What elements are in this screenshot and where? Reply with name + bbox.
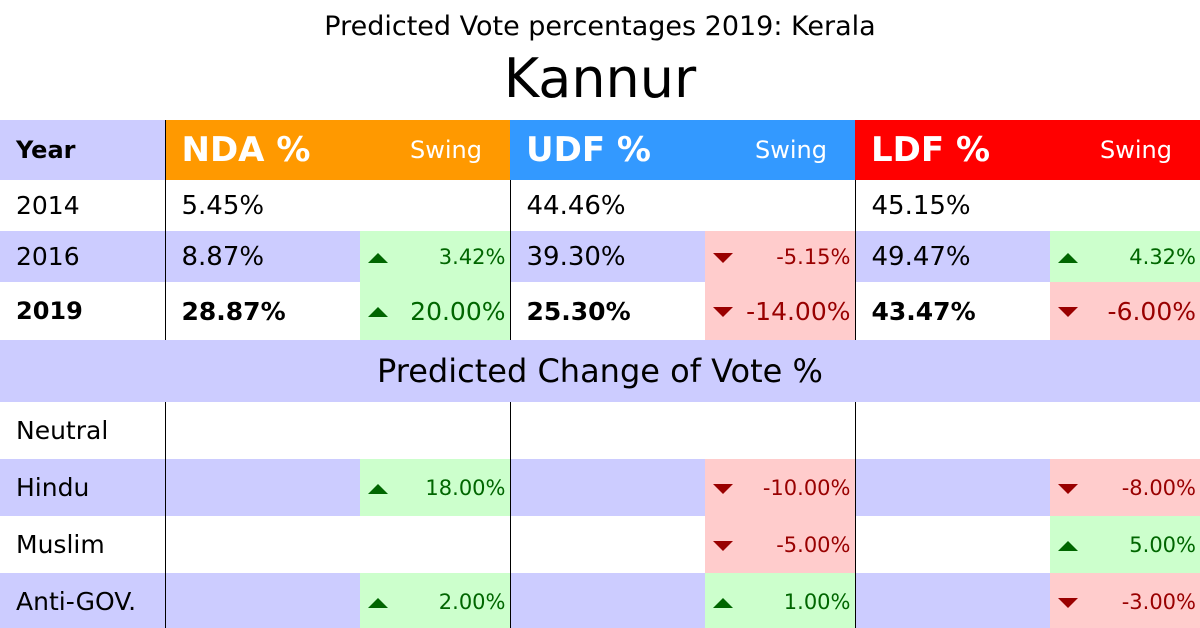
empty-cell [509, 402, 705, 459]
triangle-down-icon [713, 252, 733, 263]
empty-cell [360, 516, 510, 573]
swing-value: 18.00% [425, 475, 506, 500]
empty-cell [164, 573, 360, 628]
swing-value: -6.00% [1107, 296, 1196, 326]
swing-down-cell: -3.00% [1050, 573, 1200, 628]
swing-value: 20.00% [410, 296, 506, 326]
swing-up-cell: 20.00% [360, 282, 510, 340]
nda-header: NDA % [164, 120, 360, 180]
triangle-up-icon [368, 483, 388, 494]
year-cell: 2019 [16, 297, 83, 325]
swing-value: -14.00% [746, 296, 851, 326]
ldf-header: LDF % [855, 120, 1050, 180]
swing-value: 1.00% [783, 589, 851, 614]
year-header: Year [0, 120, 165, 180]
swing-value: -5.00% [776, 532, 851, 557]
nda-value: 8.87% [164, 231, 360, 282]
triangle-down-icon [1058, 597, 1078, 608]
year-cell: 2016 [0, 231, 165, 282]
empty-cell [1050, 180, 1200, 231]
swing-value: 3.42% [438, 244, 506, 269]
empty-cell [360, 180, 510, 231]
triangle-down-icon [713, 540, 733, 551]
udf-value: 25.30% [509, 282, 705, 340]
swing-up-cell: 5.00% [1050, 516, 1200, 573]
group-label: Hindu [0, 459, 165, 516]
empty-cell [360, 402, 510, 459]
empty-cell [509, 573, 705, 628]
swing-value: -10.00% [762, 475, 851, 500]
empty-cell [705, 180, 855, 231]
swing-down-cell: -5.15% [705, 231, 855, 282]
header-row: Year NDA % Swing UDF % Swing LDF % Swing [0, 120, 1200, 180]
page-subtitle: Predicted Vote percentages 2019: Kerala [324, 11, 876, 42]
triangle-down-icon [1058, 483, 1078, 494]
ldf-value: 49.47% [854, 231, 1050, 282]
udf-value: 39.30% [509, 231, 705, 282]
swing-value: -8.00% [1121, 475, 1196, 500]
swing-down-cell: -10.00% [705, 459, 855, 516]
swing-down-cell: -5.00% [705, 516, 855, 573]
triangle-down-icon [1058, 307, 1078, 317]
empty-cell [509, 459, 705, 516]
swing-value: 4.32% [1129, 244, 1196, 269]
triangle-up-icon [713, 597, 733, 608]
empty-cell [164, 516, 360, 573]
empty-cell [1050, 402, 1200, 459]
swing-up-cell: 1.00% [705, 573, 855, 628]
swing-value: -3.00% [1121, 589, 1196, 614]
empty-cell [164, 402, 360, 459]
group-label: Muslim [16, 530, 105, 559]
year-row: 2019 28.87% 20.00% 25.30% -14.00% 43.47% -6.00… [0, 282, 1200, 340]
empty-cell [854, 516, 1050, 573]
ldf-swing-header: Swing [1050, 120, 1200, 180]
group-label: Neutral [16, 416, 109, 445]
udf-value: 44.46% [509, 180, 705, 231]
year-cell: 2014 [16, 191, 80, 220]
section-title: Predicted Change of Vote % [0, 340, 1200, 402]
nda-value: 28.87% [164, 282, 360, 340]
triangle-down-icon [713, 483, 733, 494]
empty-cell [854, 573, 1050, 628]
page-title: Kannur [503, 47, 697, 110]
empty-cell [854, 459, 1050, 516]
year-row: 2016 8.87% 3.42% 39.30% -5.15% 49.47% 4.32% [0, 231, 1200, 282]
vote-table: Year NDA % Swing UDF % Swing LDF % Swing… [0, 120, 1200, 628]
triangle-down-icon [713, 307, 733, 317]
triangle-up-icon [368, 307, 388, 317]
empty-cell [705, 402, 855, 459]
swing-down-cell: -6.00% [1050, 282, 1200, 340]
nda-value: 5.45% [164, 180, 360, 231]
empty-cell [854, 402, 1050, 459]
change-row: Anti-GOV. 2.00% 1.00% -3.00% [0, 573, 1200, 628]
swing-up-cell: 4.32% [1050, 231, 1200, 282]
triangle-up-icon [368, 252, 388, 263]
change-row: Muslim -5.00% 5.00% [0, 516, 1200, 573]
triangle-up-icon [368, 597, 388, 608]
swing-down-cell: -8.00% [1050, 459, 1200, 516]
swing-value: -5.15% [776, 244, 851, 269]
nda-swing-header: Swing [360, 120, 510, 180]
swing-up-cell: 18.00% [360, 459, 510, 516]
udf-header: UDF % [510, 120, 705, 180]
group-label: Anti-GOV. [0, 573, 165, 628]
triangle-up-icon [1058, 540, 1078, 551]
empty-cell [164, 459, 360, 516]
change-row: Neutral [0, 402, 1200, 459]
swing-value: 5.00% [1129, 532, 1196, 557]
ldf-value: 43.47% [854, 282, 1050, 340]
swing-up-cell: 2.00% [360, 573, 510, 628]
change-row: Hindu 18.00% -10.00% -8.00% [0, 459, 1200, 516]
udf-swing-header: Swing [705, 120, 855, 180]
section-row: Predicted Change of Vote % [0, 340, 1200, 402]
ldf-value: 45.15% [854, 180, 1050, 231]
empty-cell [509, 516, 705, 573]
swing-up-cell: 3.42% [360, 231, 510, 282]
triangle-up-icon [1058, 252, 1078, 263]
swing-value: 2.00% [438, 589, 506, 614]
swing-down-cell: -14.00% [705, 282, 855, 340]
year-row: 2014 5.45% 44.46% 45.15% [0, 180, 1200, 231]
